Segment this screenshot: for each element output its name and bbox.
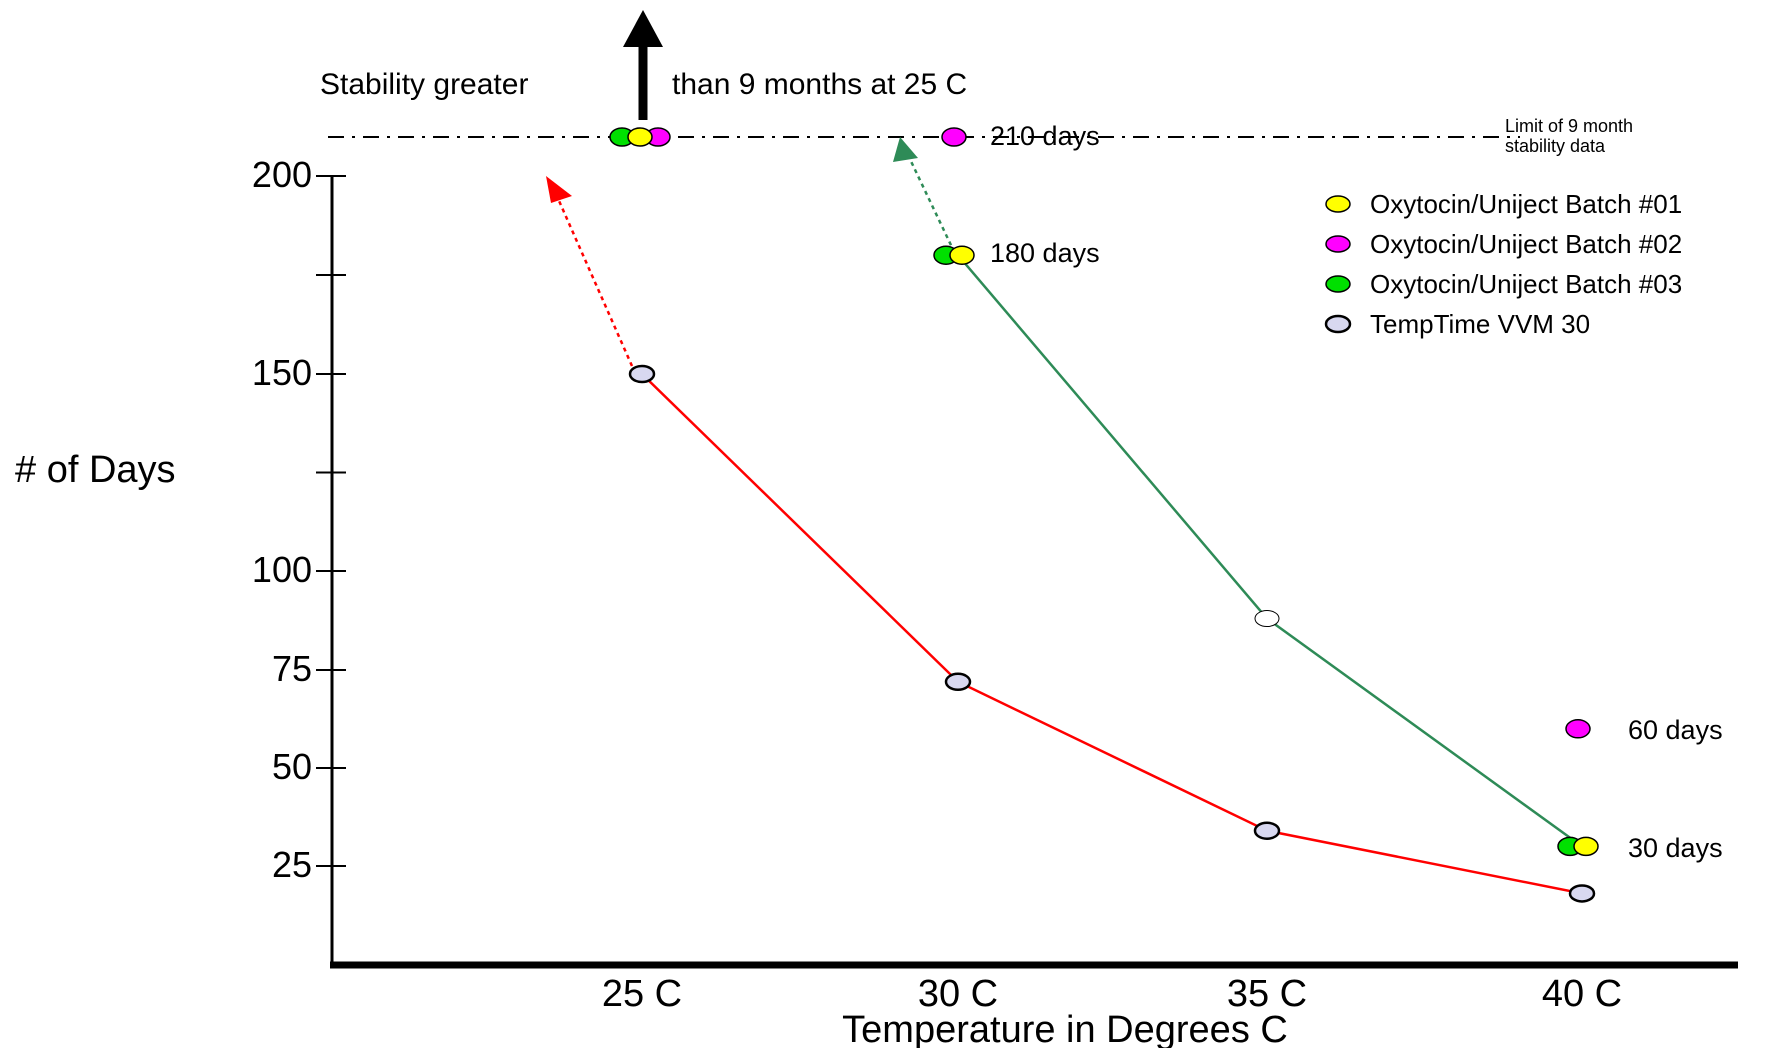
red-extension-arrowhead <box>546 176 572 203</box>
point-batch01-30c <box>949 245 975 265</box>
point-temptime-35c <box>1253 821 1281 840</box>
legend: Oxytocin/Uniject Batch #01 Oxytocin/Unije… <box>1324 189 1682 339</box>
limit-label-line-1: Limit of 9 month <box>1505 116 1633 136</box>
limit-line-group: Limit of 9 month stability data <box>328 116 1633 156</box>
y-tick-label: 100 <box>252 549 312 590</box>
legend-swatch <box>1325 195 1351 213</box>
extension-arrows <box>546 137 953 367</box>
x-tick-labels: 25 C 30 C 35 C 40 C <box>602 973 1622 1015</box>
y-axis-title: # of Days <box>15 449 176 491</box>
legend-label: Oxytocin/Uniject Batch #01 <box>1370 189 1682 219</box>
headline-left: Stability greater <box>320 68 528 101</box>
x-tick-label: 35 C <box>1227 973 1307 1015</box>
legend-swatch <box>1325 235 1351 253</box>
limit-label-line-2: stability data <box>1505 136 1606 156</box>
point-batch02-30c <box>941 127 967 147</box>
point-batch02-40c <box>1565 719 1591 739</box>
trend-lines <box>641 254 1583 895</box>
annotations: 210 days 180 days 60 days 30 days <box>990 121 1723 863</box>
green-extension-arrowhead <box>893 137 918 162</box>
x-tick-label: 40 C <box>1542 973 1622 1015</box>
trend-line-2 <box>957 254 1583 848</box>
point-temptime-25c <box>628 364 656 384</box>
legend-swatch <box>1324 314 1352 334</box>
headline: Stability greater than 9 months at 25 C <box>320 10 967 120</box>
point-green-35c <box>1254 610 1280 628</box>
annotation-180-days: 180 days <box>990 238 1100 268</box>
annotation-60-days: 60 days <box>1628 715 1723 745</box>
legend-label: Oxytocin/Uniject Batch #03 <box>1370 269 1682 299</box>
annotation-30-days: 30 days <box>1628 833 1723 863</box>
red-extension-line <box>554 193 634 367</box>
trend-line-1 <box>641 373 1583 895</box>
legend-label: TempTime VVM 30 <box>1370 309 1590 339</box>
legend-label: Oxytocin/Uniject Batch #02 <box>1370 229 1682 259</box>
x-tick-label: 30 C <box>918 973 998 1015</box>
point-temptime-30c <box>944 672 972 692</box>
headline-right: than 9 months at 25 C <box>672 68 967 101</box>
legend-swatch <box>1325 275 1351 293</box>
y-tick-label: 50 <box>272 746 312 787</box>
up-arrow-head <box>623 10 663 47</box>
point-batch01-25c <box>627 127 653 147</box>
y-tick-label: 150 <box>252 352 312 393</box>
y-tick-label: 75 <box>272 648 312 689</box>
x-tick-label: 25 C <box>602 973 682 1015</box>
y-ticks: 25 50 75 100 150 200 <box>252 154 346 885</box>
point-temptime-40c <box>1568 884 1596 903</box>
y-tick-label: 25 <box>272 844 312 885</box>
y-tick-label: 200 <box>252 154 312 195</box>
data-points <box>609 127 1599 903</box>
green-extension-line <box>906 154 953 246</box>
point-batch01-40c <box>1573 836 1599 857</box>
x-axis-title: Temperature in Degrees C <box>842 1009 1288 1048</box>
annotation-210-days: 210 days <box>990 121 1100 151</box>
